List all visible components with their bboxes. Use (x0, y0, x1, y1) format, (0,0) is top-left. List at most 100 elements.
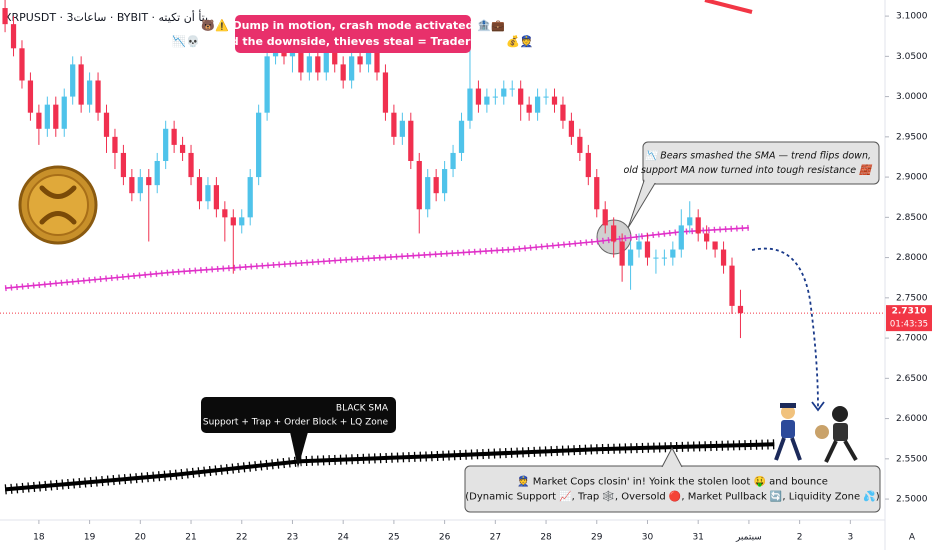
symbol-header: XRPUSDT · 3ساعات · BYBIT · يتأ أن تكيته (4, 9, 208, 24)
candle-body (365, 48, 372, 65)
candle-body (594, 177, 600, 210)
x-tick-label: 3 (847, 533, 853, 543)
x-tick-label: 20 (135, 533, 147, 543)
candle-body (230, 217, 236, 226)
candle-body (450, 152, 456, 170)
annotation-pointer (661, 446, 683, 468)
candle-body (239, 217, 245, 226)
candle-body (492, 96, 498, 98)
candle-body (340, 64, 346, 81)
annotation-pointer-cover (466, 467, 879, 511)
y-tick-label: 3.0500 (896, 52, 928, 62)
scale-mode: A (909, 533, 916, 543)
candle-body (484, 96, 490, 105)
candle-body (171, 128, 177, 145)
candle-body (678, 225, 684, 250)
y-tick-label: 2.8000 (896, 253, 928, 263)
annotation-pointer-cover (202, 398, 395, 432)
last-price-label: 2.7310 (892, 307, 927, 317)
annotation-text: 📉💀 Bleed the downside, thieves steal = T… (172, 34, 533, 48)
x-tick-label: 28 (540, 533, 552, 543)
candle-body (526, 104, 532, 113)
candle-body (458, 120, 465, 153)
candle-body (737, 305, 744, 314)
x-tick-label: 19 (84, 533, 96, 543)
candle-body (382, 72, 389, 113)
annotation-text: 👮 Market Cops closin' in! Yoink the stol… (517, 475, 828, 488)
candle-body (179, 144, 186, 153)
candle-body (408, 120, 414, 161)
y-tick-label: 2.5500 (896, 454, 928, 464)
candle-body (213, 185, 220, 210)
candle-body (416, 160, 422, 210)
candle-body (729, 265, 735, 306)
sma-line (4, 442, 775, 492)
x-tick-label: 26 (439, 533, 451, 543)
annotation-pointer-cover (644, 143, 878, 183)
candle-body (95, 80, 101, 113)
candle-body (475, 88, 482, 105)
candle-body (129, 177, 135, 194)
candle-body (53, 104, 59, 129)
candle-body (188, 152, 194, 178)
dashed-arrow (751, 247, 819, 409)
annotation: 👮 Market Cops closin' in! Yoink the stol… (464, 446, 881, 513)
candle-body (399, 120, 405, 137)
candle-body (551, 96, 558, 105)
candle-body (627, 249, 634, 266)
annotation-text: 📉 Bears smashed the SMA — trend flips do… (645, 149, 871, 161)
candle-body (577, 136, 583, 153)
x-tick-label: 22 (236, 533, 247, 543)
candle-body (27, 80, 34, 113)
annotation: 🐻⚠️ Dump in motion, crash mode activated… (172, 15, 534, 53)
candle-body (61, 96, 67, 129)
x-tick-label: 29 (591, 533, 603, 543)
candle-body (611, 225, 617, 242)
candle-body (644, 241, 651, 258)
candle-body (103, 112, 110, 137)
candle-body (256, 112, 262, 178)
y-tick-label: 2.8500 (896, 213, 928, 223)
candle-body (19, 48, 25, 81)
coin-logo (18, 165, 98, 245)
candle-body (534, 96, 541, 113)
x-tick-label: 25 (388, 533, 399, 543)
y-tick-label: 2.6000 (896, 414, 928, 424)
candle-body (86, 80, 93, 105)
candle-body (518, 88, 524, 105)
candle-body (374, 48, 380, 73)
candle-body (154, 160, 160, 186)
candle-body (222, 209, 228, 218)
cop-figure (774, 403, 802, 461)
candle-body (196, 177, 203, 202)
candle-body (120, 152, 127, 178)
candle-body (720, 249, 727, 266)
candle-body (433, 177, 439, 194)
y-tick-label: 2.5000 (896, 495, 928, 505)
candle-body (163, 128, 169, 161)
y-tick-label: 2.9000 (896, 173, 928, 183)
candle-body (560, 104, 566, 121)
x-tick-label: 18 (33, 533, 45, 543)
candle-body (568, 120, 575, 137)
y-tick-label: 2.7500 (896, 293, 928, 303)
robber-figure (815, 406, 858, 463)
candle-body (10, 24, 17, 49)
last-price-box (886, 305, 932, 332)
x-tick-label: سبتمبر (735, 533, 762, 543)
annotation: BLACK SMA Dynamic Support + Trap + Order … (160, 397, 396, 468)
candle-body (332, 48, 338, 65)
annotation-text: old support MA now turned into tough res… (623, 164, 873, 176)
candle-body (712, 241, 718, 250)
candle-body (653, 257, 659, 259)
candle-body (391, 112, 397, 137)
y-tick-label: 3.0000 (896, 92, 928, 102)
y-tick-label: 3.1000 (896, 12, 928, 22)
candle-body (70, 64, 76, 97)
candle-body (112, 136, 118, 153)
candle-body (36, 112, 42, 129)
annotation-text: (Dynamic Support 📈, Trap 🕸️, Oversold 🔴,… (465, 490, 880, 503)
candle-body (441, 169, 448, 194)
candle-body (323, 48, 329, 73)
